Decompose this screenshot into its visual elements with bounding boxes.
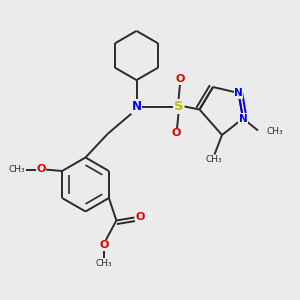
Text: S: S (174, 100, 183, 113)
Text: N: N (238, 113, 247, 124)
Text: N: N (234, 88, 243, 98)
Text: O: O (172, 128, 181, 139)
Text: CH₃: CH₃ (206, 155, 222, 164)
Text: O: O (135, 212, 145, 222)
Text: N: N (131, 100, 142, 113)
Text: CH₃: CH₃ (95, 259, 112, 268)
Text: CH₃: CH₃ (266, 128, 283, 136)
Text: O: O (176, 74, 185, 85)
Text: O: O (36, 164, 46, 175)
Text: O: O (99, 240, 109, 250)
Text: CH₃: CH₃ (9, 165, 26, 174)
